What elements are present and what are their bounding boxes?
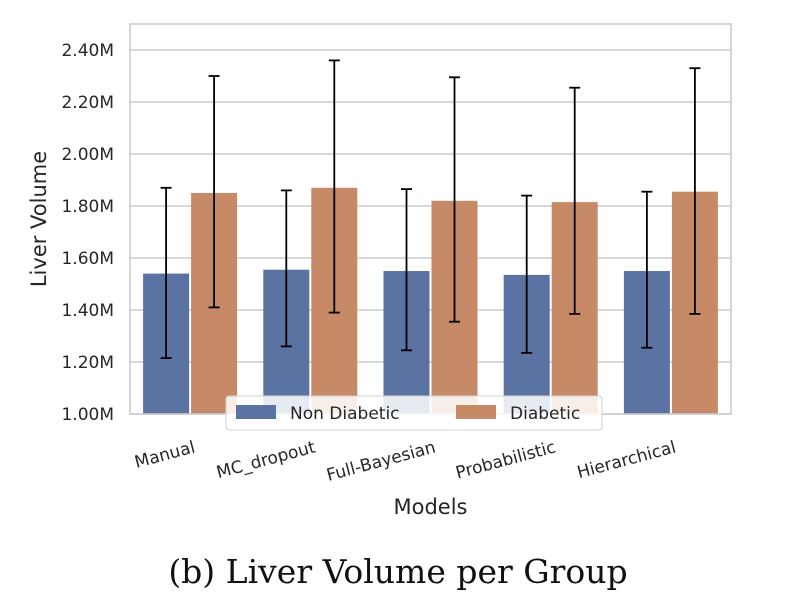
figure-caption: (b) Liver Volume per Group — [168, 552, 628, 591]
error-bars — [160, 59, 701, 360]
bars — [143, 187, 718, 414]
y-tick-label: 2.20M — [61, 93, 114, 113]
y-tick-label: 1.20M — [61, 353, 114, 373]
y-tick-label: 1.80M — [61, 197, 114, 217]
x-tick-label: Hierarchical — [575, 438, 678, 484]
x-ticks: Manual MC_dropout Full-Bayesian Probabilist… — [133, 437, 679, 485]
y-ticks: 1.00M 1.20M 1.40M 1.60M 1.80M 2.00M 2.20M 2.40M — [61, 41, 114, 425]
y-tick-label: 2.00M — [61, 145, 114, 165]
x-axis-label: Models — [394, 495, 468, 519]
legend-label-diabetic: Diabetic — [510, 404, 580, 424]
y-tick-label: 2.40M — [61, 41, 114, 61]
chart: 1.00M 1.20M 1.40M 1.60M 1.80M 2.00M 2.20M 2.40M… — [27, 23, 732, 519]
legend-label-non-diabetic: Non Diabetic — [290, 404, 400, 424]
x-tick-label: MC_dropout — [214, 437, 318, 483]
legend: Non Diabetic Diabetic — [225, 395, 603, 431]
y-tick-label: 1.60M — [61, 249, 114, 269]
y-tick-label: 1.00M — [61, 405, 114, 425]
x-tick-label: Probabilistic — [454, 438, 558, 484]
x-tick-label: Full-Bayesian — [324, 438, 437, 486]
legend-swatch-non-diabetic — [236, 405, 276, 419]
legend-swatch-diabetic — [456, 405, 496, 419]
y-tick-label: 1.40M — [61, 301, 114, 321]
y-axis-label: Liver Volume — [27, 151, 51, 287]
legend-box — [225, 395, 603, 431]
x-tick-label: Manual — [133, 438, 198, 473]
